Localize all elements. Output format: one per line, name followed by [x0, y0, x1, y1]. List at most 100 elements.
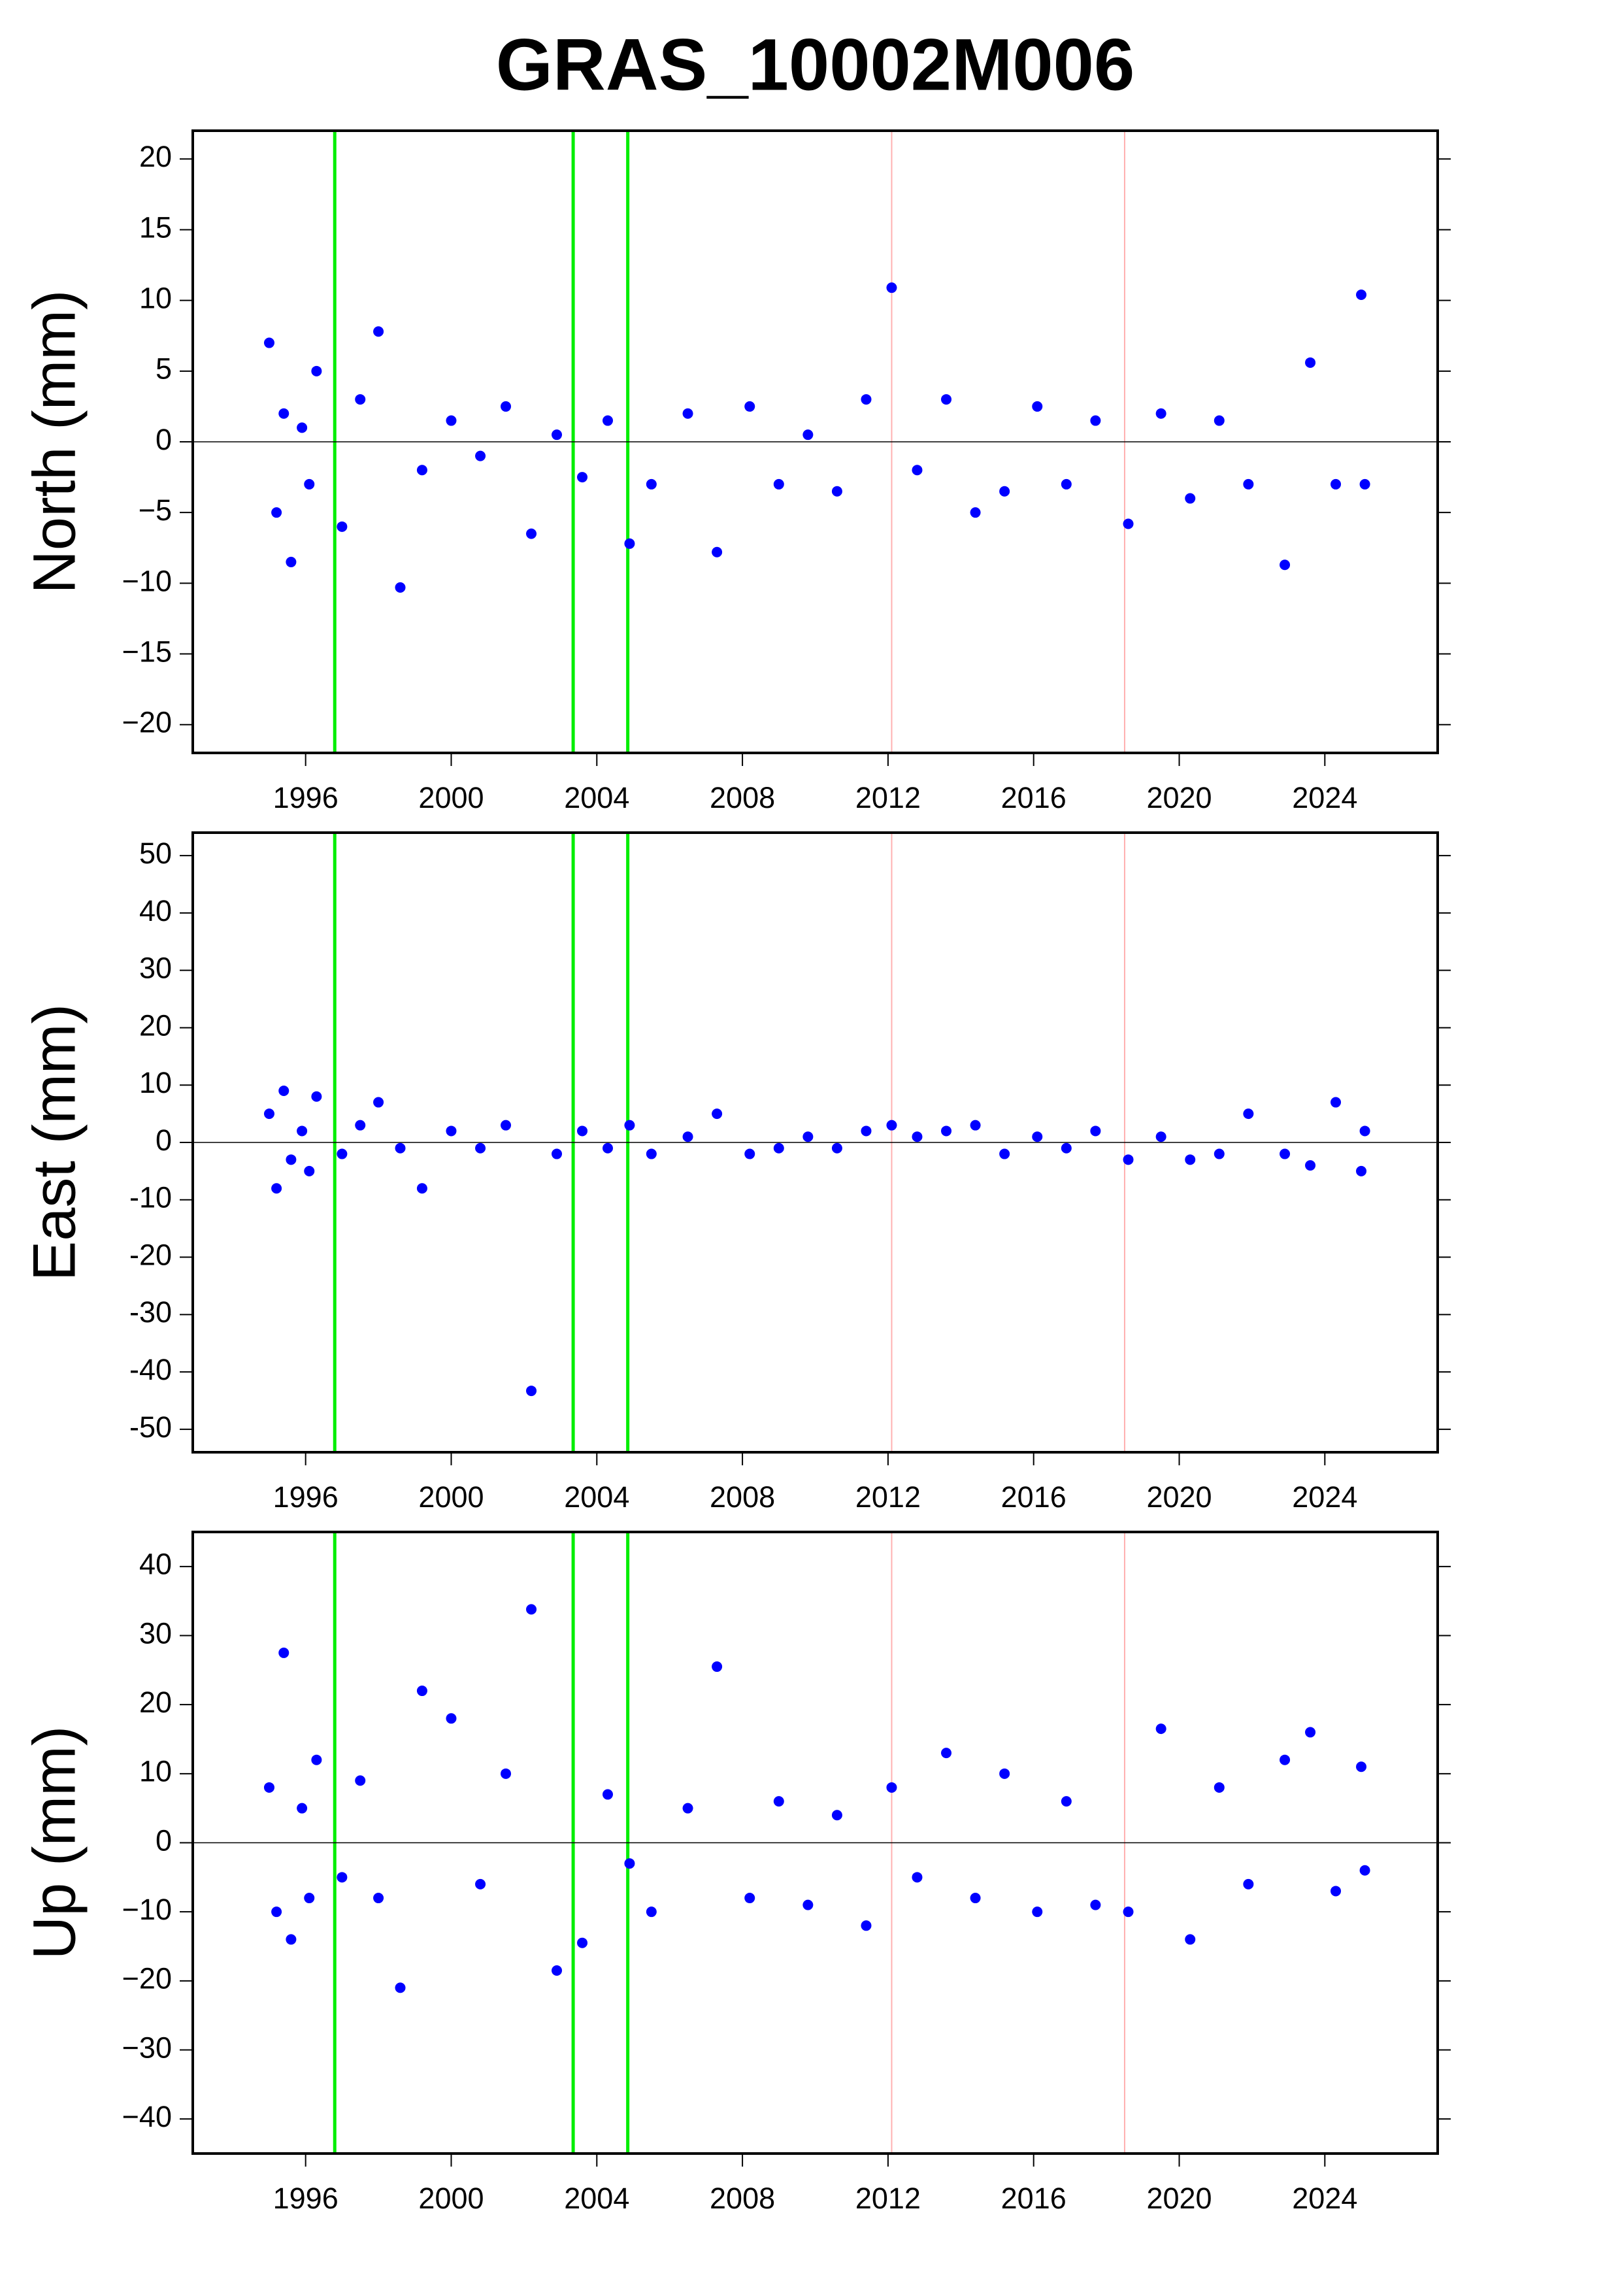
- point: [278, 408, 289, 419]
- y-tick-label: -50: [129, 1410, 172, 1444]
- chart-title: GRAS_10002M006: [496, 24, 1134, 106]
- point: [1243, 1108, 1254, 1120]
- y-tick-label: 15: [139, 210, 172, 244]
- point: [416, 1686, 427, 1697]
- point: [682, 408, 693, 419]
- x-tick-label: 1996: [273, 781, 339, 814]
- x-tick-label: 2004: [564, 2182, 629, 2215]
- point: [1090, 1125, 1101, 1137]
- point: [1123, 1154, 1134, 1165]
- point: [1061, 1142, 1072, 1154]
- y-tick-label: −30: [122, 2031, 172, 2064]
- x-tick-label: 2008: [710, 781, 775, 814]
- point: [1123, 518, 1134, 529]
- point: [355, 1120, 366, 1131]
- point: [1331, 1097, 1342, 1108]
- y-tick-label: −10: [122, 564, 172, 597]
- point: [712, 1108, 723, 1120]
- y-tick-label: 20: [139, 140, 172, 173]
- x-tick-label: 2008: [710, 2182, 775, 2215]
- point: [552, 1148, 563, 1159]
- point: [304, 1165, 315, 1176]
- point: [802, 429, 814, 441]
- point: [1032, 401, 1043, 412]
- point: [1155, 1723, 1166, 1735]
- y-tick-label: 40: [139, 894, 172, 927]
- point: [773, 478, 784, 490]
- point: [999, 1148, 1010, 1159]
- plot-frame: [191, 1531, 1439, 2155]
- point: [395, 582, 406, 593]
- y-tick-label: −20: [122, 706, 172, 739]
- point: [304, 1893, 315, 1904]
- point: [744, 1893, 755, 1904]
- point: [278, 1086, 289, 1096]
- y-axis-label: East (mm): [21, 1004, 88, 1281]
- x-tick-label: 2000: [418, 781, 484, 814]
- point: [355, 394, 366, 405]
- point: [526, 1386, 537, 1397]
- point: [712, 546, 723, 557]
- y-tick-label: 10: [139, 1066, 172, 1099]
- point: [501, 1120, 512, 1131]
- point: [603, 1142, 613, 1154]
- point: [624, 1858, 635, 1869]
- point: [970, 1120, 981, 1131]
- x-tick-label: 2012: [855, 781, 921, 814]
- point: [1061, 478, 1072, 490]
- x-tick-label: 2016: [1001, 2182, 1066, 2215]
- point: [1356, 1761, 1367, 1772]
- point: [501, 401, 512, 412]
- y-tick-label: 5: [156, 352, 172, 386]
- point: [263, 1108, 274, 1120]
- point: [646, 1906, 657, 1918]
- point: [1305, 357, 1316, 368]
- point: [941, 394, 952, 405]
- y-tick-label: 20: [139, 1008, 172, 1042]
- point: [395, 1982, 406, 1993]
- x-tick-label: 2020: [1146, 1480, 1212, 1514]
- y-tick-label: 40: [139, 1548, 172, 1581]
- point: [1032, 1131, 1043, 1142]
- y-tick-label: 30: [139, 1616, 172, 1650]
- x-tick-label: 2016: [1001, 1480, 1066, 1514]
- point: [1280, 1754, 1291, 1765]
- point: [1185, 493, 1196, 504]
- point: [1356, 1165, 1367, 1176]
- y-tick-label: 10: [139, 1755, 172, 1788]
- y-axis-label: North (mm): [21, 290, 88, 593]
- point: [802, 1899, 814, 1910]
- point: [999, 1768, 1010, 1779]
- point: [912, 1131, 923, 1142]
- point: [577, 1125, 588, 1137]
- point: [1331, 1886, 1342, 1897]
- x-tick-label: 2000: [418, 2182, 484, 2215]
- point: [311, 1754, 322, 1765]
- point: [1305, 1727, 1316, 1738]
- y-tick-label: −10: [122, 1893, 172, 1926]
- x-tick-label: 1996: [273, 2182, 339, 2215]
- y-tick-label: -10: [129, 1181, 172, 1214]
- point: [373, 1893, 384, 1904]
- point: [1185, 1154, 1196, 1165]
- point: [603, 1789, 613, 1800]
- y-tick-label: −40: [122, 2100, 172, 2133]
- point: [304, 478, 315, 490]
- y-tick-label: −20: [122, 1962, 172, 1995]
- x-tick-label: 2024: [1292, 781, 1357, 814]
- point: [286, 1934, 297, 1945]
- point: [1359, 1865, 1370, 1876]
- x-tick-label: 2024: [1292, 1480, 1357, 1514]
- point: [773, 1796, 784, 1807]
- x-tick-label: 2000: [418, 1480, 484, 1514]
- y-tick-label: 50: [139, 837, 172, 870]
- point: [1185, 1934, 1196, 1945]
- point: [603, 415, 613, 426]
- point: [271, 1183, 282, 1194]
- point: [712, 1661, 723, 1672]
- x-tick-label: 1996: [273, 1480, 339, 1514]
- point: [297, 1803, 308, 1814]
- point: [395, 1142, 406, 1154]
- point: [416, 1183, 427, 1194]
